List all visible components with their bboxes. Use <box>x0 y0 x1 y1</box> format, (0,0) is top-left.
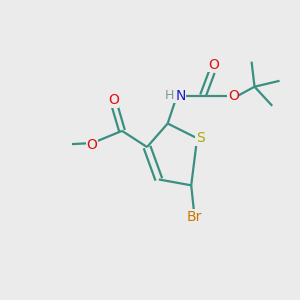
Text: H: H <box>165 89 174 102</box>
Text: O: O <box>208 58 219 72</box>
Text: Br: Br <box>187 210 202 224</box>
Text: O: O <box>108 93 118 107</box>
Text: N: N <box>175 88 185 103</box>
Text: O: O <box>228 88 239 103</box>
Text: O: O <box>86 138 97 152</box>
Text: S: S <box>196 131 204 145</box>
